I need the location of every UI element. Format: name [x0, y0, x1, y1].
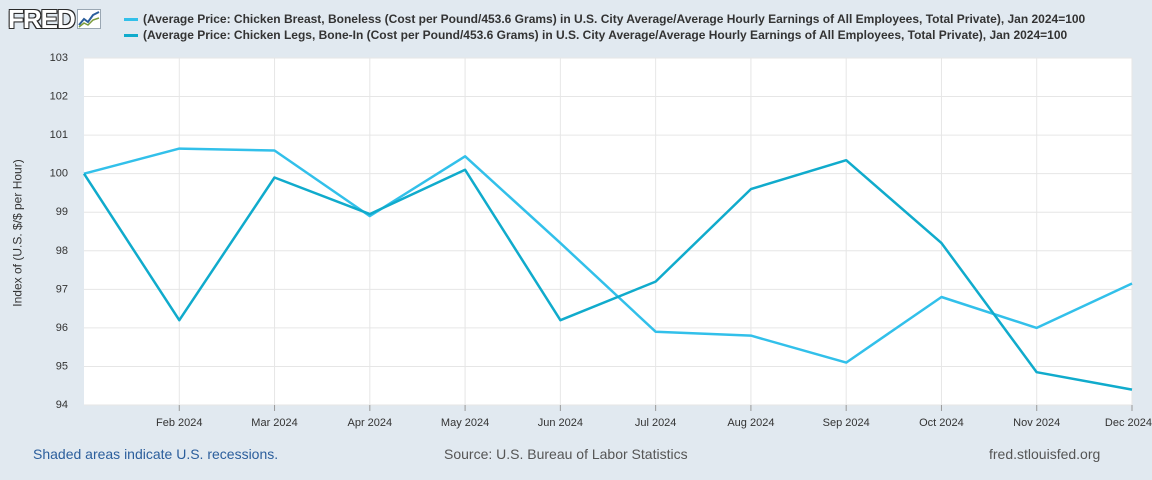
chart-legend: (Average Price: Chicken Breast, Boneless… — [124, 11, 1085, 43]
fred-logo[interactable]: FRED — [8, 6, 101, 32]
legend-label-chicken-breast: (Average Price: Chicken Breast, Boneless… — [143, 12, 1086, 26]
x-tick-label: Aug 2024 — [727, 417, 774, 429]
x-tick-label: Mar 2024 — [251, 417, 297, 429]
legend-label-chicken-legs: (Average Price: Chicken Legs, Bone-In (C… — [143, 28, 1068, 42]
fred-logo-text: FRED — [8, 4, 76, 34]
x-tick-label: Sep 2024 — [823, 417, 870, 429]
legend-item-chicken-legs[interactable]: (Average Price: Chicken Legs, Bone-In (C… — [124, 27, 1085, 43]
legend-item-chicken-breast[interactable]: (Average Price: Chicken Breast, Boneless… — [124, 11, 1085, 27]
logo-graph-icon — [76, 9, 101, 29]
y-tick-label: 97 — [56, 283, 68, 295]
y-tick-label: 100 — [50, 168, 68, 180]
y-tick-label: 98 — [56, 245, 68, 257]
y-tick-label: 96 — [56, 322, 68, 334]
legend-swatch-chicken-legs — [124, 33, 138, 37]
source-note: Source: U.S. Bureau of Labor Statistics — [444, 446, 688, 462]
grid-lines — [84, 57, 1133, 406]
y-tick-label: 102 — [50, 91, 68, 103]
y-tick-label: 95 — [56, 360, 68, 372]
x-tick-label: Jun 2024 — [538, 417, 583, 429]
x-tick-label: Oct 2024 — [919, 417, 964, 429]
x-tick-label: Feb 2024 — [156, 417, 202, 429]
line-chart: 94 95 96 97 98 99 100 101 102 103 Feb 2024 Mar 202… — [50, 52, 1152, 429]
x-tick-label: Dec 2024 — [1105, 417, 1152, 429]
fred-site-link[interactable]: fred.stlouisfed.org — [989, 446, 1101, 462]
x-tick-label: May 2024 — [441, 417, 489, 429]
series-line-chicken-breast[interactable] — [83, 147, 1133, 364]
y-tick-label: 103 — [50, 52, 68, 64]
plot-area — [84, 58, 1132, 405]
recessions-note: Shaded areas indicate U.S. recessions. — [33, 446, 279, 462]
series-lines — [82, 147, 1133, 391]
x-tick-label: Jul 2024 — [635, 417, 677, 429]
x-tick-label: Nov 2024 — [1013, 417, 1060, 429]
series-line-chicken-legs[interactable] — [82, 158, 1133, 391]
y-axis-ticks: 94 95 96 97 98 99 100 101 102 103 — [50, 52, 68, 411]
x-axis-ticks: Feb 2024 Mar 2024 Apr 2024 May 2024 Jun 2024… — [156, 405, 1152, 429]
x-tick-label: Apr 2024 — [347, 417, 392, 429]
y-tick-label: 101 — [50, 129, 68, 141]
y-tick-label: 94 — [56, 399, 68, 411]
legend-swatch-chicken-breast — [124, 17, 138, 21]
y-tick-label: 99 — [56, 206, 68, 218]
